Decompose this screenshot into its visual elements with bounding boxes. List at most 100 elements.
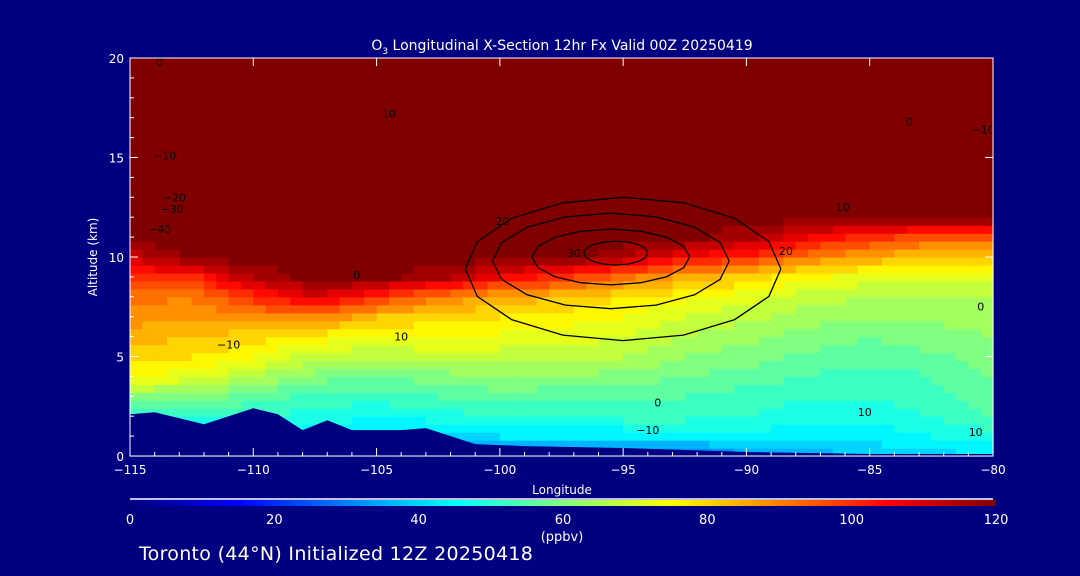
heatmap-cell (561, 440, 575, 449)
heatmap-cell (635, 392, 649, 401)
heatmap-cell (820, 97, 834, 107)
heatmap-cell (894, 312, 908, 322)
heatmap-cell (610, 400, 624, 409)
heatmap-cell (499, 384, 513, 393)
heatmap-cell (968, 161, 982, 171)
heatmap-cell (314, 352, 328, 362)
heatmap-cell (499, 416, 513, 425)
heatmap-cell (179, 113, 193, 123)
heatmap-cell (216, 113, 230, 123)
heatmap-cell (660, 416, 673, 425)
heatmap-cell (610, 129, 624, 139)
heatmap-cell (499, 368, 513, 377)
heatmap-cell (327, 81, 341, 91)
heatmap-cell (401, 320, 415, 330)
heatmap-cell (573, 233, 587, 242)
heatmap-cell (241, 58, 254, 67)
heatmap-cell (401, 233, 415, 242)
heatmap-cell (512, 185, 526, 194)
heatmap-cell (845, 233, 858, 242)
heatmap-cell (919, 169, 932, 178)
heatmap-cell (647, 217, 661, 226)
heatmap-cell (339, 161, 353, 171)
heatmap-cell (241, 280, 254, 290)
heatmap-cell (425, 280, 439, 290)
heatmap-cell (314, 129, 328, 139)
heatmap-cell (142, 185, 156, 194)
heatmap-cell (919, 89, 932, 99)
heatmap-cell (906, 344, 920, 354)
heatmap-cell (314, 400, 328, 409)
heatmap-cell (635, 320, 649, 330)
heatmap-cell (783, 241, 797, 250)
heatmap-cell (450, 105, 464, 115)
heatmap-cell (376, 193, 390, 202)
heatmap-cell (536, 129, 550, 139)
heatmap-cell (684, 113, 698, 123)
heatmap-cell (536, 328, 550, 338)
heatmap-cell (832, 66, 846, 75)
heatmap-cell (882, 169, 895, 178)
heatmap-cell (512, 360, 526, 370)
heatmap-cell (364, 257, 378, 266)
heatmap-cell (635, 265, 649, 274)
heatmap-cell (179, 320, 193, 330)
heatmap-cell (204, 336, 217, 346)
heatmap-cell (943, 249, 957, 258)
heatmap-cell (228, 193, 242, 202)
heatmap-cell (980, 296, 994, 306)
heatmap-cell (573, 328, 587, 338)
heatmap-cell (820, 81, 834, 91)
heatmap-cell (413, 312, 427, 322)
heatmap-cell (623, 137, 636, 147)
heatmap-cell (450, 193, 464, 202)
colorbar-tick-label: 100 (839, 513, 864, 528)
heatmap-cell (956, 384, 969, 393)
heatmap-cell (216, 145, 230, 155)
heatmap-cell (771, 89, 784, 99)
heatmap-cell (734, 145, 747, 155)
heatmap-cell (512, 400, 526, 409)
heatmap-cell (401, 145, 415, 155)
heatmap-cell (721, 384, 735, 393)
heatmap-cell (253, 97, 267, 107)
heatmap-cell (956, 89, 969, 99)
heatmap-cell (832, 336, 846, 346)
heatmap-cell (130, 265, 143, 274)
heatmap-cell (154, 153, 168, 163)
heatmap-cell (783, 416, 797, 425)
contour-label: 20 (779, 245, 793, 258)
heatmap-cell (795, 137, 809, 147)
heatmap-cell (549, 384, 563, 393)
heatmap-cell (943, 105, 957, 115)
heatmap-cell (179, 185, 193, 194)
heatmap-cell (931, 193, 945, 202)
heatmap-cell (586, 169, 600, 178)
heatmap-cell (265, 153, 279, 163)
heatmap-cell (302, 193, 316, 202)
heatmap-cell (943, 73, 957, 83)
heatmap-cell (943, 89, 957, 99)
heatmap-cell (228, 66, 242, 75)
heatmap-cell (536, 265, 550, 274)
heatmap-cell (857, 249, 871, 258)
heatmap-cell (931, 257, 945, 266)
heatmap-cell (228, 58, 242, 67)
heatmap-cell (351, 384, 365, 393)
heatmap-cell (130, 257, 143, 266)
heatmap-cell (413, 400, 427, 409)
heatmap-cell (869, 193, 883, 202)
heatmap-cell (524, 113, 538, 123)
heatmap-cell (746, 73, 760, 83)
heatmap-cell (499, 177, 513, 186)
heatmap-cell (857, 225, 871, 234)
heatmap-cell (894, 185, 908, 194)
heatmap-cell (623, 249, 636, 258)
heatmap-cell (832, 280, 846, 290)
contour-label: 10 (969, 426, 983, 439)
heatmap-cell (167, 296, 180, 306)
heatmap-cell (586, 416, 600, 425)
heatmap-cell (845, 193, 858, 202)
heatmap-cell (956, 137, 969, 147)
